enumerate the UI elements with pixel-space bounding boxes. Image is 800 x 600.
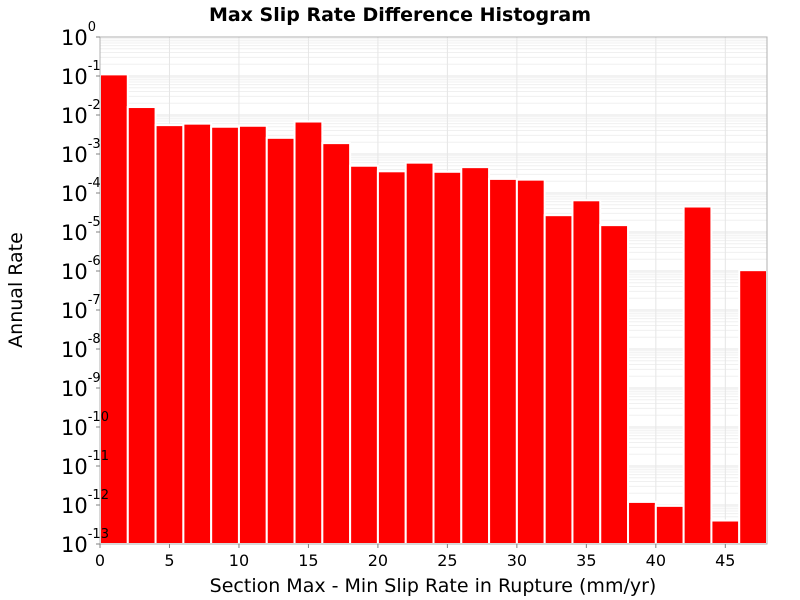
histogram-bar [154,124,185,545]
y-tick-exponent: -5 [88,215,101,230]
y-tick-exponent: -2 [88,98,101,113]
x-tick-label: 10 [229,551,249,570]
y-tick-exponent: 0 [88,20,96,35]
y-tick-label: 10-5 [61,215,101,245]
histogram-bar [265,136,296,545]
histogram-bar [599,224,630,545]
plot-frame [99,36,768,545]
x-axis-ticks: 0 5 10 15 20 25 30 35 40 45 [95,544,735,570]
y-tick-exponent: -12 [88,488,109,503]
y-tick-label: 10-9 [61,371,101,401]
x-tick-label: 30 [507,551,527,570]
y-tick-exponent: -9 [88,371,101,386]
x-tick-label: 15 [298,551,318,570]
x-tick-label: 5 [164,551,174,570]
histogram-bar [654,504,685,545]
histogram-bar [627,500,657,545]
histogram-bar [404,161,435,545]
histogram-bar [432,170,463,545]
y-tick-label: 10-2 [61,98,101,128]
x-axis-label: Section Max - Min Slip Rate in Rupture (… [210,575,657,597]
histogram-bar [738,269,768,545]
y-tick-label: 100 [61,20,96,50]
y-tick-exponent: -4 [88,176,101,191]
y-tick-label: 10-4 [61,176,101,206]
histogram-bar [210,125,240,545]
histogram-bar [710,519,741,545]
histogram-bar [488,177,518,545]
y-tick-label: 10-7 [61,293,101,323]
y-tick-exponent: -13 [88,527,109,542]
histogram-bar [376,170,407,545]
y-tick-label: 10-3 [61,137,101,167]
y-axis-label: Annual Rate [5,232,27,348]
y-tick-exponent: -10 [88,410,109,425]
histogram-bar [543,214,574,545]
histogram-bar [237,124,268,546]
x-tick-label: 0 [95,551,105,570]
histogram-bar [515,178,546,545]
y-tick-exponent: -11 [88,449,109,464]
histogram-bar [293,120,324,545]
x-tick-label: 35 [576,551,596,570]
x-tick-label: 25 [437,551,457,570]
histogram-bar [99,73,129,546]
x-tick-label: 20 [368,551,388,570]
y-tick-label: 10-1 [61,59,101,89]
y-tick-exponent: -6 [88,254,101,269]
histogram-bar [321,142,352,546]
x-tick-label: 45 [715,551,735,570]
y-tick-exponent: -8 [88,332,101,347]
histogram-bar [349,164,379,545]
histogram-bar [571,199,602,545]
x-tick-label: 40 [646,551,666,570]
y-tick-exponent: -3 [88,137,101,152]
y-tick-exponent: -1 [88,59,101,74]
chart-title: Max Slip Rate Difference Histogram [209,4,591,26]
y-tick-exponent: -7 [88,293,101,308]
histogram-bar [682,205,713,545]
histogram-bar [182,122,213,545]
histogram-bar [126,106,157,546]
y-tick-label: 10-6 [61,254,101,284]
bars [99,73,768,546]
histogram-bar [460,166,491,546]
y-tick-label: 10-8 [61,332,101,362]
